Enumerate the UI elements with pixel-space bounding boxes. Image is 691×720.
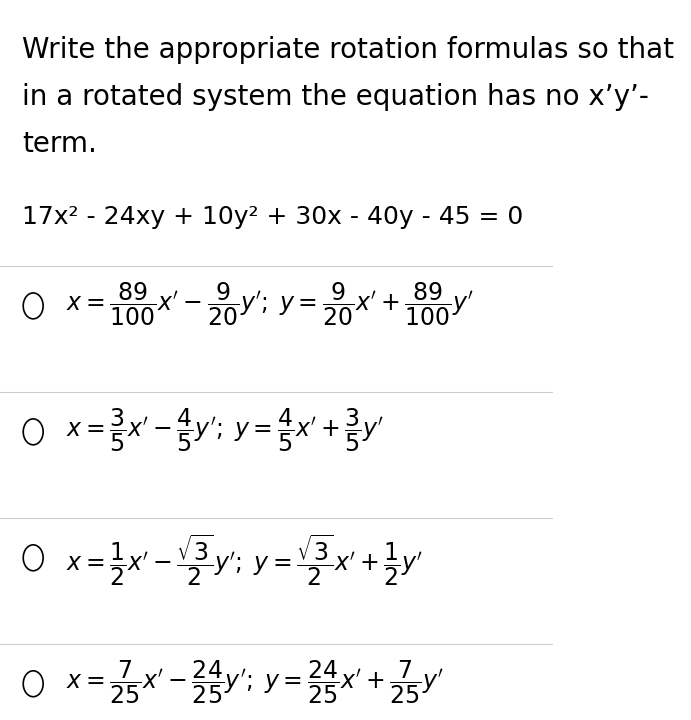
Text: $x = \dfrac{7}{25}x' - \dfrac{24}{25}y';\; y = \dfrac{24}{25}x' + \dfrac{7}{25}y: $x = \dfrac{7}{25}x' - \dfrac{24}{25}y';…: [66, 659, 444, 706]
Text: in a rotated system the equation has no x’y’-: in a rotated system the equation has no …: [22, 83, 649, 111]
Text: Write the appropriate rotation formulas so that: Write the appropriate rotation formulas …: [22, 36, 674, 64]
Text: $x = \dfrac{89}{100}x' - \dfrac{9}{20}y';\; y = \dfrac{9}{20}x' + \dfrac{89}{100: $x = \dfrac{89}{100}x' - \dfrac{9}{20}y'…: [66, 281, 475, 328]
Text: 17x² - 24xy + 10y² + 30x - 40y - 45 = 0: 17x² - 24xy + 10y² + 30x - 40y - 45 = 0: [22, 205, 523, 229]
Text: $x = \dfrac{1}{2}x' - \dfrac{\sqrt{3}}{2}y';\; y = \dfrac{\sqrt{3}}{2}x' + \dfra: $x = \dfrac{1}{2}x' - \dfrac{\sqrt{3}}{2…: [66, 533, 424, 588]
Text: $x = \dfrac{3}{5}x' - \dfrac{4}{5}y';\; y = \dfrac{4}{5}x' + \dfrac{3}{5}y'$: $x = \dfrac{3}{5}x' - \dfrac{4}{5}y';\; …: [66, 407, 384, 454]
Text: term.: term.: [22, 130, 97, 158]
